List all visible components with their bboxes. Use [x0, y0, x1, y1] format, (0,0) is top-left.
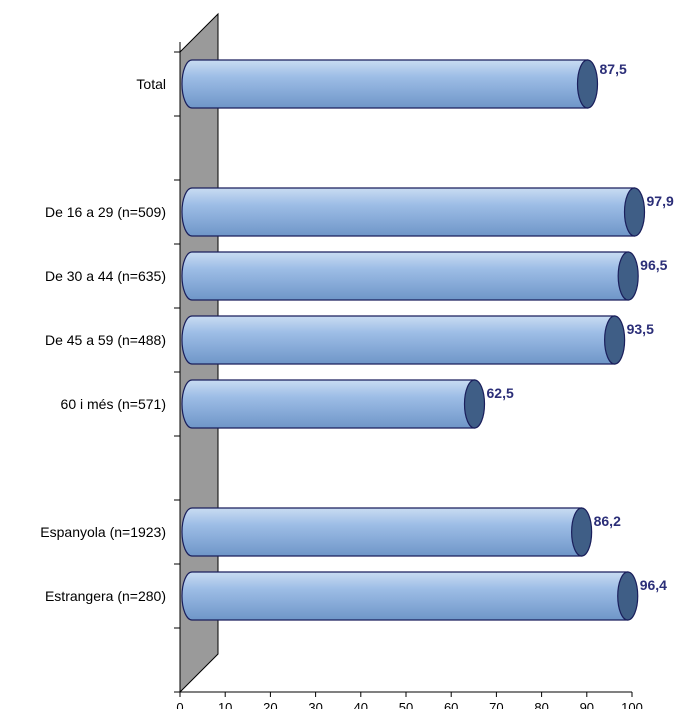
x-tick-label: 100: [621, 700, 643, 709]
bar-end-cap: [617, 251, 639, 301]
category-label: Estrangera (n=280): [45, 588, 166, 604]
category-label: Espanyola (n=1923): [40, 524, 166, 540]
bar-end-cap: [623, 187, 646, 237]
x-tick-label: 0: [176, 700, 183, 709]
value-label: 86,2: [594, 513, 621, 529]
category-labels: Total De 16 a 29 (n=509) De 30 a 44 (n=635…: [40, 76, 166, 604]
value-label: 96,5: [640, 257, 667, 273]
x-tick-label: 70: [489, 700, 503, 709]
value-label: 96,4: [640, 577, 667, 593]
bar-end-cap: [576, 59, 599, 109]
x-tick-label: 30: [308, 700, 322, 709]
x-tick-label: 50: [399, 700, 413, 709]
chart-bars: [181, 59, 646, 621]
category-label: Total: [136, 76, 166, 92]
x-axis-ticks: 0 10 20 30 40 50 60 70 80 90 100: [176, 692, 643, 709]
bar: [181, 251, 629, 301]
bar-end-cap: [571, 507, 593, 557]
category-label: 60 i més (n=571): [61, 396, 166, 412]
x-tick-label: 10: [218, 700, 232, 709]
x-tick-label: 20: [263, 700, 277, 709]
bar-end-cap: [617, 571, 639, 621]
bar: [181, 59, 589, 109]
x-tick-label: 40: [354, 700, 368, 709]
value-label: 97,9: [647, 193, 674, 209]
bar-end-cap: [604, 315, 626, 365]
value-labels: 87,5 97,9 96,5 93,5 62,5 86,2 96,4: [487, 61, 674, 593]
value-label: 87,5: [600, 61, 627, 77]
bar: [181, 379, 476, 429]
bar: [181, 187, 636, 237]
x-tick-label: 60: [444, 700, 458, 709]
value-label: 93,5: [627, 321, 654, 337]
x-tick-label: 80: [534, 700, 548, 709]
bar: [181, 571, 629, 621]
bar-end-cap: [463, 379, 486, 429]
x-tick-label: 90: [580, 700, 594, 709]
bar: [181, 507, 583, 557]
category-label: De 16 a 29 (n=509): [45, 204, 166, 220]
bar: [181, 315, 616, 365]
category-label: De 45 a 59 (n=488): [45, 332, 166, 348]
category-label: De 30 a 44 (n=635): [45, 268, 166, 284]
value-label: 62,5: [487, 385, 514, 401]
